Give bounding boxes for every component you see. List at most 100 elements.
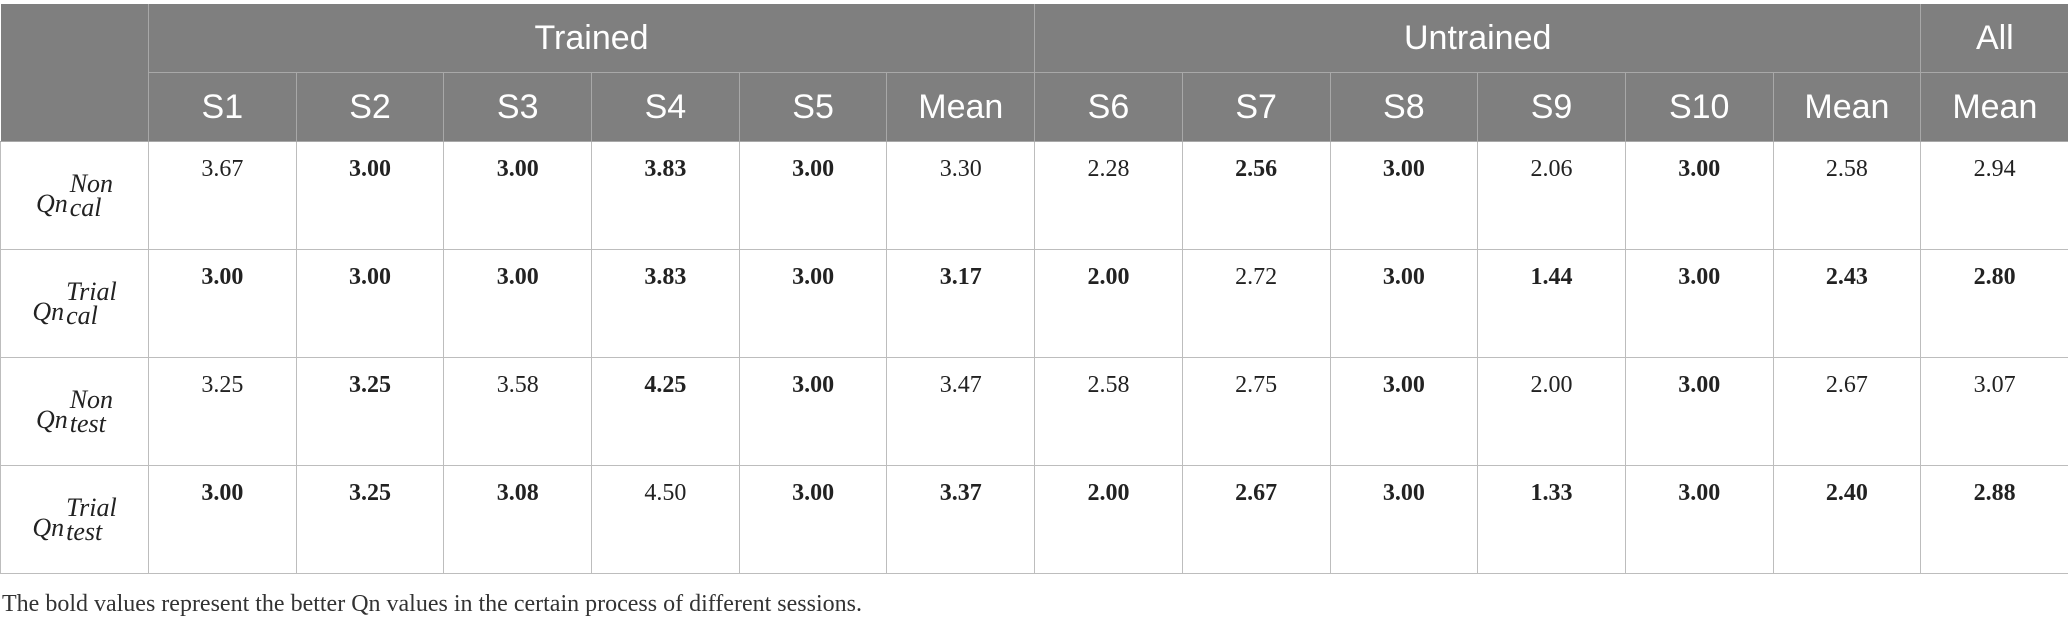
qn-results-table: Trained Untrained All S1 S2 S3 S4 S5 Mean S6 S7 S8… [0,4,2068,574]
table-cell: 3.00 [738,249,888,358]
qn-superscript: Non [69,384,114,414]
header-group-all: All [1920,4,2068,73]
table-cell: 3.83 [591,249,740,358]
table-header: Trained Untrained All S1 S2 S3 S4 S5 Mean S6 S7 S8… [0,4,2068,142]
header-corner-cell [0,4,149,142]
qn-superscript: Trial [66,276,117,306]
table-cell: 3.67 [148,141,297,250]
qn-superscript: Non [69,168,114,198]
table-cell: 2.58 [1034,357,1183,466]
table-cell: 3.25 [295,357,445,466]
table-cell: 2.00 [1034,249,1183,358]
row-label: Qn Trial cal [0,249,149,358]
table-cell: 3.00 [148,249,297,358]
row-label: Qn Trial test [0,465,149,574]
table-cell: 2.94 [1920,141,2068,250]
table-cell: 3.47 [886,357,1036,466]
table-cell: 2.58 [1772,141,1922,250]
qn-subscript: cal [66,300,98,330]
table-cell: 2.40 [1772,465,1922,574]
column-header-0: S1 [148,72,297,142]
table-cell: 2.28 [1034,141,1183,250]
header-column-row: S1 S2 S3 S4 S5 Mean S6 S7 S8 S9 S10 Mean Mean [1,72,2068,142]
qn-symbol: Qn Non test [35,384,114,438]
qn-base: Qn [32,512,65,542]
table-cell: 3.07 [1920,357,2068,466]
table-cell: 4.50 [591,465,740,574]
table-cell: 2.80 [1920,249,2068,358]
qn-subscript: test [69,408,106,438]
table-cell: 3.83 [591,141,740,250]
table-cell: 3.00 [1624,141,1774,250]
table-cell: 2.43 [1772,249,1922,358]
table-cell: 2.88 [1920,465,2068,574]
qn-scripts: Non test [69,384,114,438]
table-cell: 3.00 [1624,249,1774,358]
table-body: Qn Non cal 3.67 3.00 3.00 3.83 3.00 3.30 2.28 2.56… [0,141,2068,574]
table-cell: 3.30 [886,141,1036,250]
header-group-untrained: Untrained [1034,4,1921,73]
qn-superscript: Trial [66,492,117,522]
table-cell: 3.00 [738,357,888,466]
table-cell: 3.00 [738,465,888,574]
header-group-trained: Trained [147,4,1035,73]
qn-scripts: Trial cal [66,276,117,330]
table-cell: 2.75 [1181,357,1331,466]
table-cell: 3.00 [148,465,297,574]
table-cell: 3.00 [443,249,593,358]
column-header-11: Mean [1772,72,1921,142]
row-label: Qn Non cal [0,141,149,250]
qn-symbol: Qn Trial test [32,492,117,546]
table-cell: 4.25 [591,357,740,466]
qn-base: Qn [35,188,68,218]
table-cell: 1.44 [1477,249,1626,358]
table-cell: 2.00 [1477,357,1626,466]
column-header-12: Mean [1920,72,2068,142]
qn-subscript: test [66,516,103,546]
table-cell: 2.56 [1181,141,1331,250]
table-cell: 3.17 [886,249,1036,358]
table-cell: 2.06 [1477,141,1626,250]
table-cell: 2.67 [1772,357,1922,466]
table-footnote: The bold values represent the better Qn … [2,591,862,617]
qn-scripts: Non cal [69,168,114,222]
column-header-1: S2 [295,72,444,142]
table-row: Qn Trial test 3.00 3.25 3.08 4.50 3.00 3.37 2.00 2… [0,465,2068,574]
qn-subscript: cal [69,192,102,222]
results-table-container: Trained Untrained All S1 S2 S3 S4 S5 Mean S6 S7 S8… [0,4,2068,574]
table-cell: 3.00 [1624,465,1774,574]
table-cell: 3.00 [1329,357,1479,466]
table-cell: 3.00 [443,141,593,250]
column-header-4: S5 [738,72,887,142]
table-cell: 3.37 [886,465,1036,574]
table-row: Qn Trial cal 3.00 3.00 3.00 3.83 3.00 3.17 2.00 2.… [0,249,2068,358]
qn-symbol: Qn Trial cal [32,276,117,330]
table-cell: 3.00 [1329,141,1479,250]
table-cell: 2.67 [1181,465,1331,574]
column-header-9: S9 [1477,72,1626,142]
qn-symbol: Qn Non cal [35,168,114,222]
column-header-7: S7 [1181,72,1330,142]
table-cell: 2.72 [1181,249,1331,358]
table-cell: 2.00 [1034,465,1183,574]
row-label: Qn Non test [0,357,149,466]
table-cell: 3.00 [1329,465,1479,574]
column-header-3: S4 [591,72,740,142]
qn-base: Qn [32,296,65,326]
column-header-2: S3 [443,72,592,142]
table-cell: 3.00 [1624,357,1774,466]
qn-scripts: Trial test [66,492,117,546]
column-header-8: S8 [1329,72,1478,142]
table-cell: 3.25 [295,465,445,574]
column-header-6: S6 [1034,72,1183,142]
column-header-5: Mean [886,72,1035,142]
header-group-row: Trained Untrained All [0,4,2068,142]
table-cell: 3.00 [1329,249,1479,358]
table-cell: 3.25 [148,357,297,466]
table-cell: 3.00 [738,141,888,250]
table-row: Qn Non test 3.25 3.25 3.58 4.25 3.00 3.47 2.58 2.7… [0,357,2068,466]
table-cell: 3.00 [295,141,445,250]
table-cell: 3.00 [295,249,445,358]
qn-base: Qn [35,404,68,434]
table-row: Qn Non cal 3.67 3.00 3.00 3.83 3.00 3.30 2.28 2.56… [0,141,2068,250]
